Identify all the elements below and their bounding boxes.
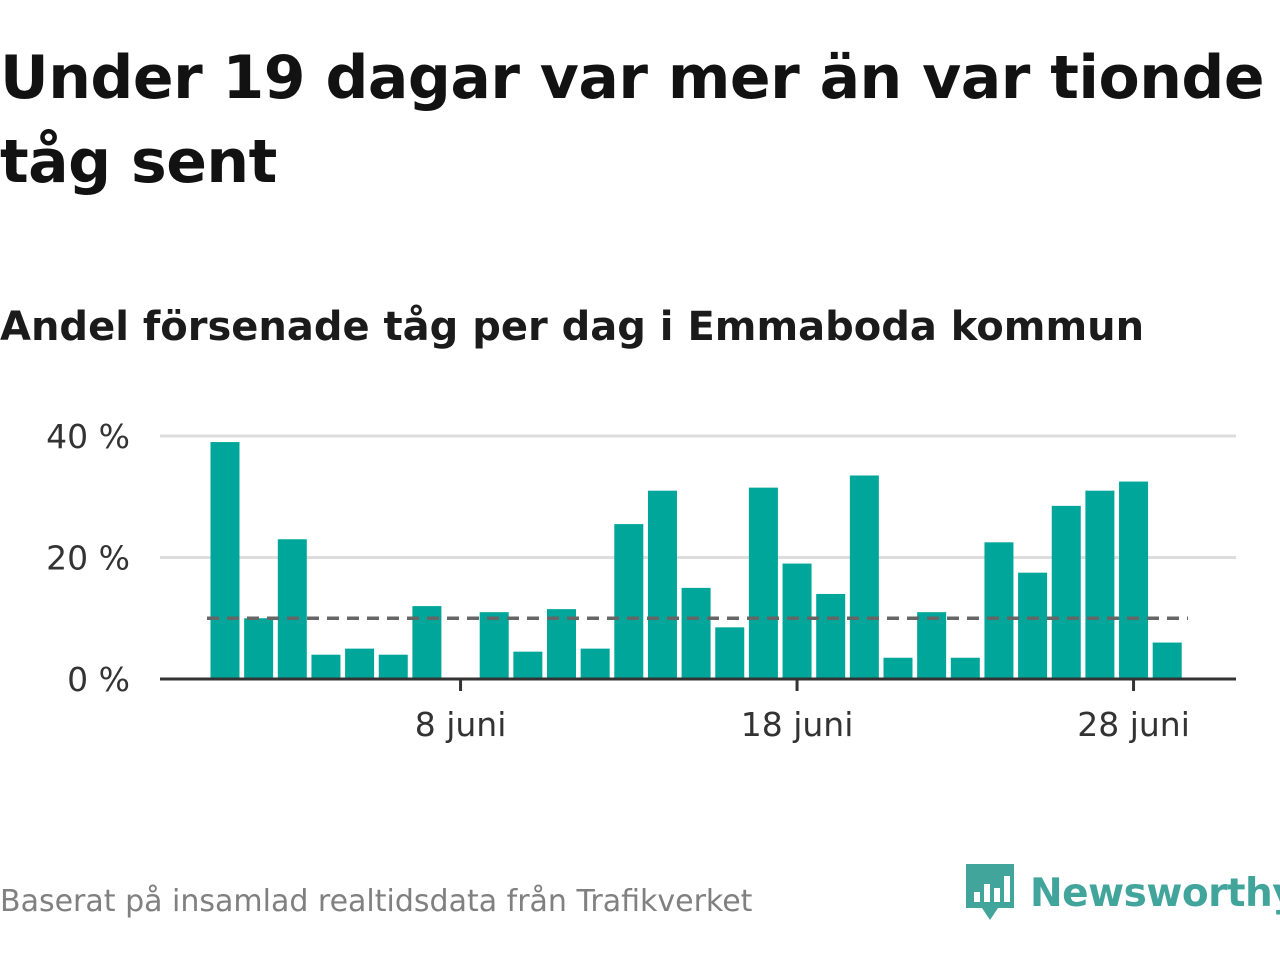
bars [210,442,1182,679]
chart-title: Under 19 dagar var mer än var tionde tåg… [0,43,1265,197]
bar [883,657,913,679]
bar [614,524,644,679]
bar [1152,642,1182,679]
logo-text: Newsworthy [1030,870,1280,916]
bar [345,648,375,679]
bar [1018,572,1048,679]
bar [1051,505,1081,679]
y-tick-label: 0 % [67,660,130,699]
y-tick-label: 40 % [46,417,130,456]
bar [647,490,677,679]
bar [849,475,879,679]
chart-subtitle: Andel försenade tåg per dag i Emmaboda k… [0,304,1145,350]
source-note: Baserat på insamlad realtidsdata från Tr… [0,884,753,919]
bar [950,657,980,679]
bar [311,654,341,679]
bar [917,612,947,679]
bar-chart: 0 % 20 % 40 % 8 juni 18 juni 28 juni [46,417,1236,744]
bar [547,609,576,679]
bar [715,627,745,679]
bar [748,487,778,679]
x-ticks: 8 juni 18 juni 28 juni [415,679,1190,744]
bar [1085,490,1115,679]
bar [378,654,408,679]
bar [513,651,543,679]
bar [782,563,812,679]
bar [277,539,307,679]
bar [244,618,274,679]
bar [816,593,846,679]
bar [984,542,1014,679]
newsworthy-logo-icon [966,864,1014,920]
bar [1119,481,1149,679]
x-tick-label: 8 juni [415,705,507,744]
y-tick-label: 20 % [46,539,130,578]
bar [210,442,240,679]
x-tick-label: 28 juni [1077,705,1190,744]
newsworthy-logo: Newsworthy [964,862,1280,924]
bar [479,612,509,679]
y-tick-labels: 0 % 20 % 40 % [46,417,130,699]
x-tick-label: 18 juni [741,705,854,744]
bar [681,587,711,679]
bar [580,648,610,679]
